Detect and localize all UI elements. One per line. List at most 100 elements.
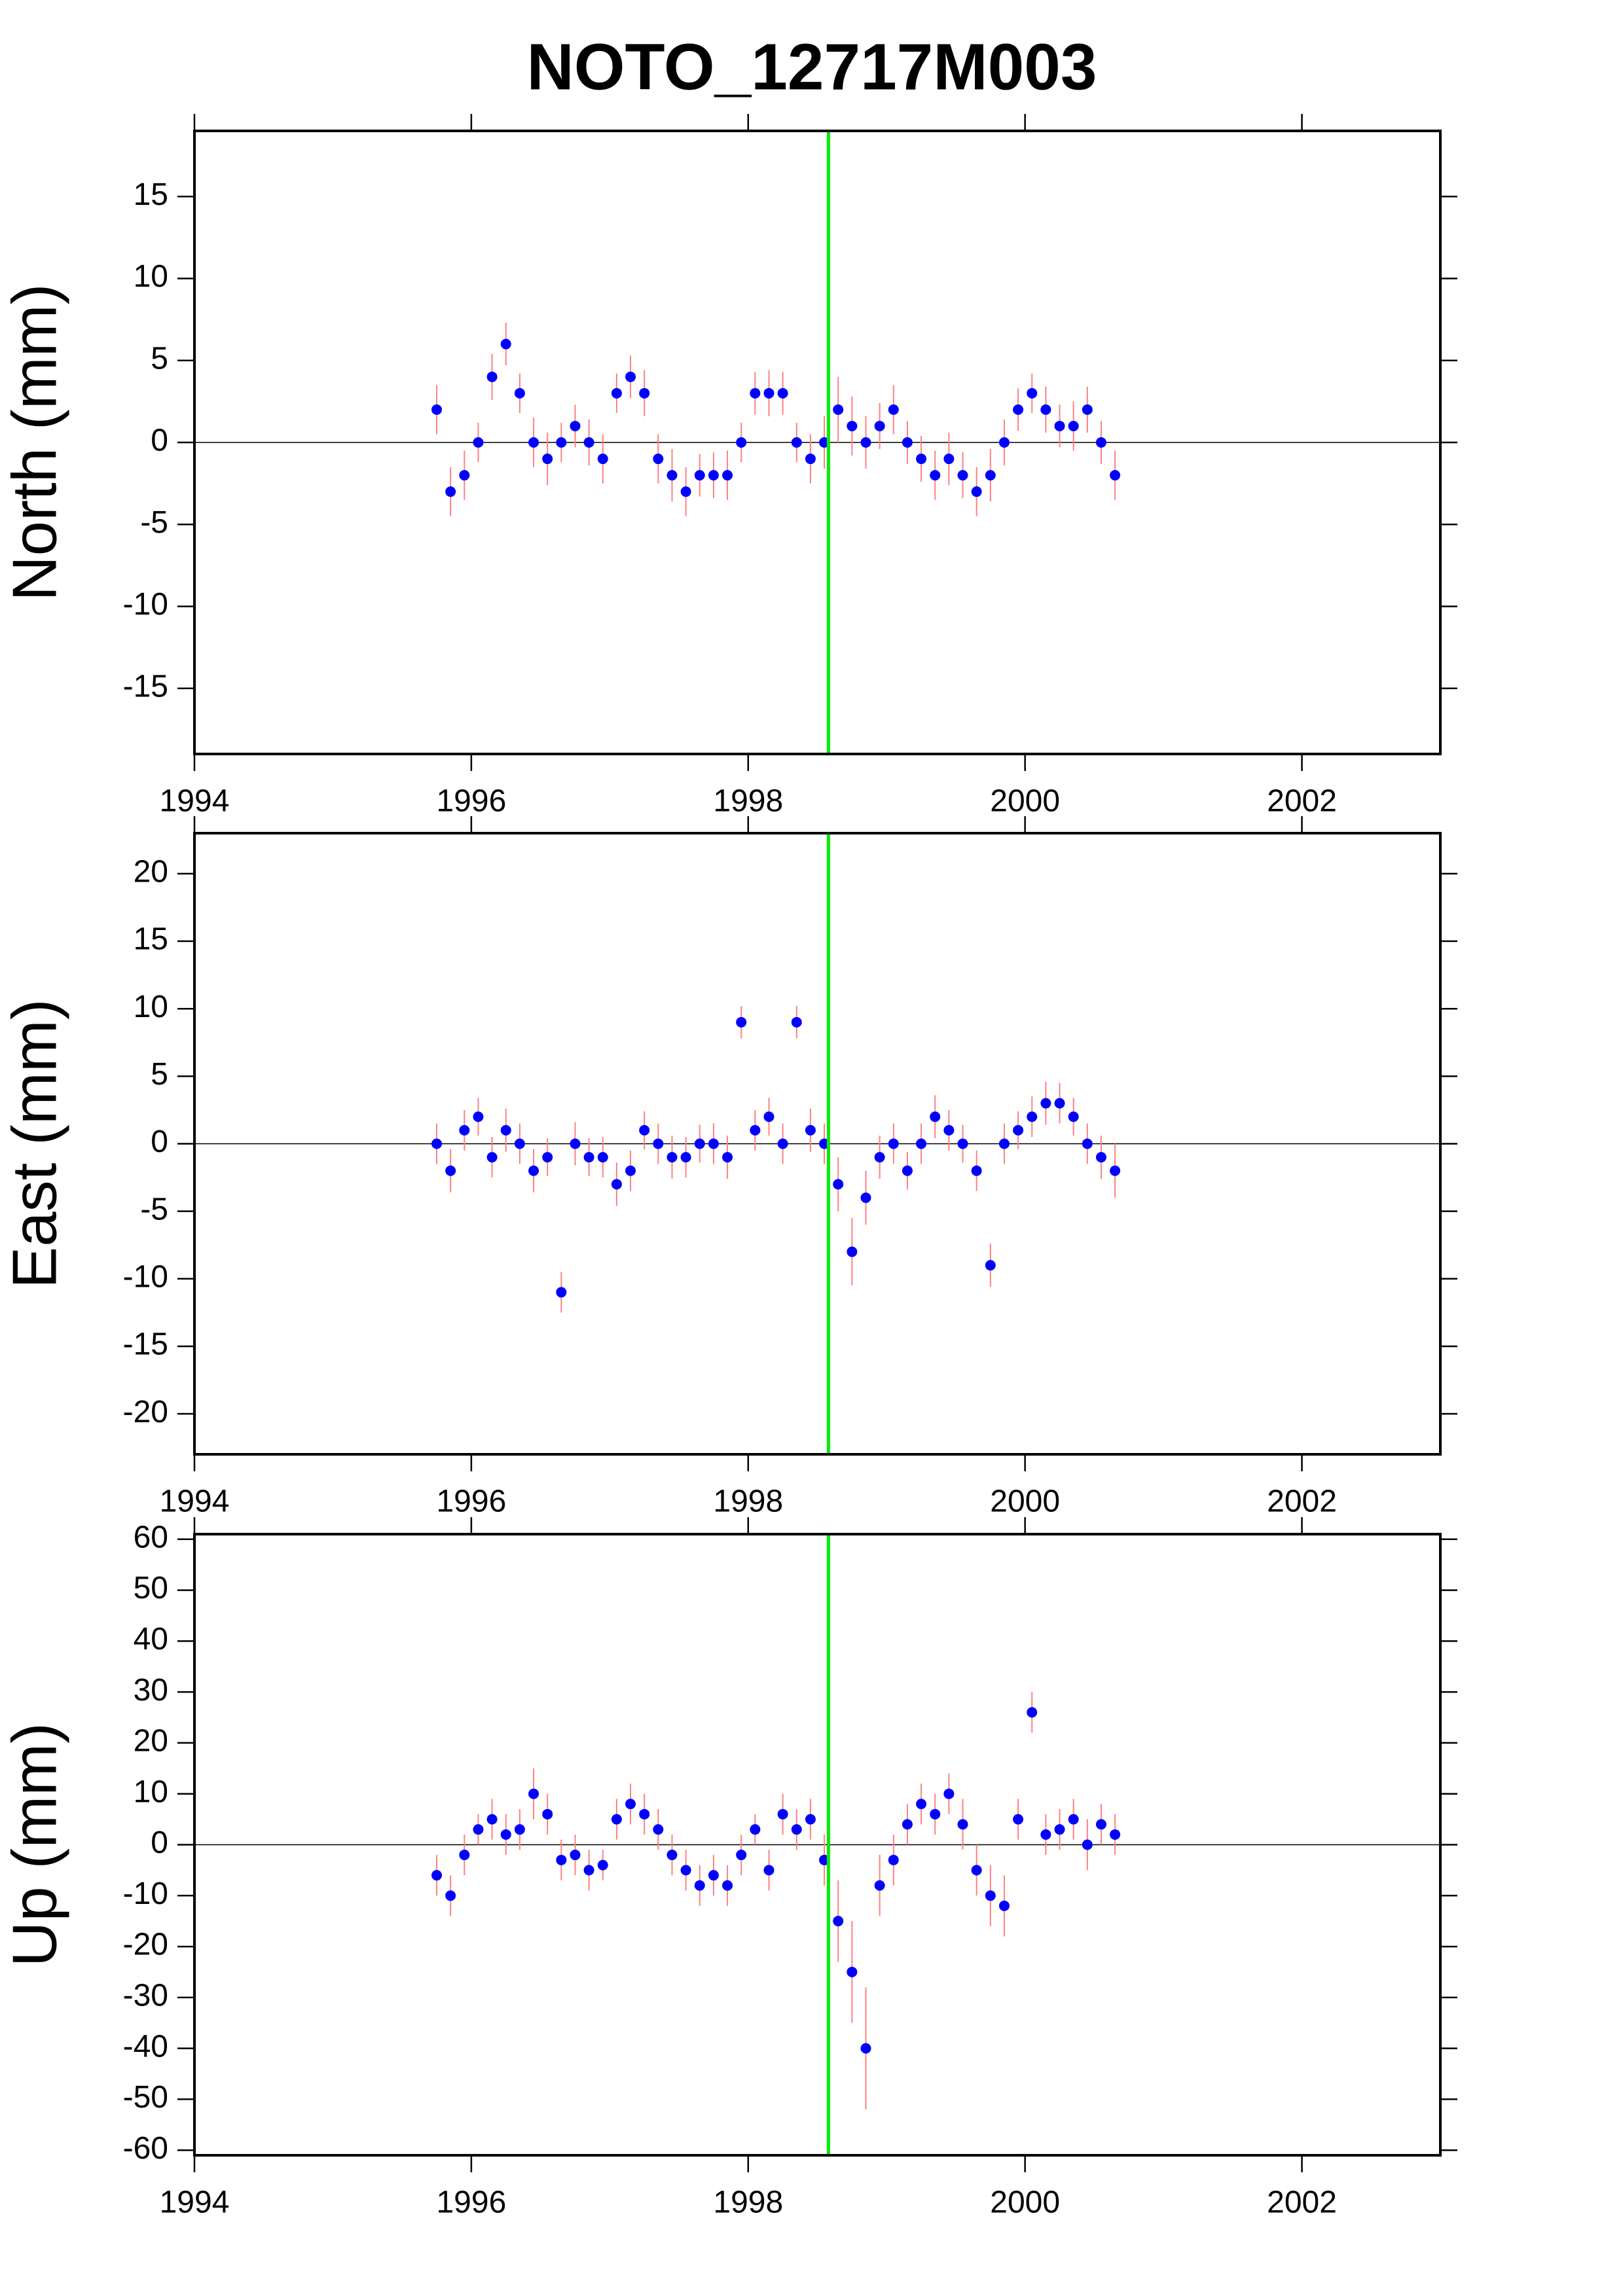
data-point [486, 1814, 498, 1825]
data-point [597, 454, 608, 465]
data-point [750, 1824, 761, 1835]
data-point [722, 1880, 733, 1891]
x-tick-label: 2000 [990, 1484, 1060, 1519]
data-point [556, 1287, 567, 1298]
x-tick-label: 1998 [713, 1484, 783, 1519]
data-point [902, 437, 913, 448]
data-point [473, 437, 484, 448]
data-point [514, 1824, 525, 1835]
data-point [750, 387, 761, 399]
data-point [445, 1165, 456, 1176]
x-tick-label: 1994 [160, 1484, 230, 1519]
x-tick-label: 1996 [436, 784, 506, 819]
data-point [556, 1854, 567, 1865]
data-point [708, 470, 719, 481]
data-point [556, 437, 567, 448]
y-tick-label: -10 [123, 1876, 168, 1911]
data-point [777, 1138, 788, 1149]
data-point [860, 437, 871, 448]
data-point [833, 1179, 844, 1190]
data-point [583, 1152, 594, 1163]
data-point [874, 1152, 885, 1163]
data-point [985, 470, 996, 481]
data-point [514, 387, 525, 399]
x-tick-label: 1998 [713, 784, 783, 819]
data-point [736, 1016, 747, 1028]
data-point [680, 486, 691, 497]
data-point [473, 1824, 484, 1835]
data-point [639, 1808, 650, 1820]
x-tick-label: 2002 [1267, 2185, 1337, 2220]
data-point [763, 1111, 775, 1122]
data-point [916, 1799, 927, 1810]
y-tick-label: -10 [123, 587, 168, 622]
data-point [625, 1799, 636, 1810]
data-point [611, 1179, 622, 1190]
y-axis-label: Up (mm) [0, 1723, 69, 1967]
data-point [791, 1016, 802, 1028]
data-point [431, 1870, 443, 1881]
data-point [1027, 1111, 1038, 1122]
data-point [736, 437, 747, 448]
data-point [1040, 1829, 1051, 1840]
data-point [874, 420, 885, 431]
data-point [763, 387, 775, 399]
data-point [874, 1880, 885, 1891]
y-tick-label: 5 [151, 341, 168, 376]
data-point [722, 1152, 733, 1163]
x-tick-label: 1996 [436, 1484, 506, 1519]
data-point [500, 338, 511, 350]
data-point [916, 1138, 927, 1149]
data-point [445, 1890, 456, 1901]
y-tick-label: -15 [123, 1327, 168, 1362]
y-tick-label: 10 [134, 1774, 168, 1809]
y-tick-label: 50 [134, 1571, 168, 1605]
y-tick-label: -5 [140, 1192, 168, 1227]
data-point [957, 1138, 968, 1149]
y-tick-label: -15 [123, 669, 168, 704]
data-point [639, 387, 650, 399]
data-point [473, 1111, 484, 1122]
data-point [930, 470, 941, 481]
y-tick-label: 40 [134, 1622, 168, 1657]
y-tick-label: 20 [134, 855, 168, 889]
data-point [971, 1865, 982, 1876]
data-point [1110, 470, 1121, 481]
data-point [1027, 1707, 1038, 1718]
data-point [500, 1124, 511, 1136]
data-point [653, 1824, 664, 1835]
data-point [763, 1865, 775, 1876]
data-point [736, 1850, 747, 1861]
data-point [1110, 1165, 1121, 1176]
data-point [1095, 1152, 1106, 1163]
data-point [930, 1111, 941, 1122]
data-point [666, 1850, 678, 1861]
data-point [570, 420, 581, 431]
data-point [1095, 437, 1106, 448]
y-tick-label: -40 [123, 2029, 168, 2064]
data-point [1054, 420, 1065, 431]
data-point [1054, 1824, 1065, 1835]
data-point [486, 1152, 498, 1163]
data-point [528, 437, 539, 448]
data-point [570, 1138, 581, 1149]
data-point [998, 1900, 1010, 1911]
data-point [431, 1138, 443, 1149]
y-tick-label: 60 [134, 1520, 168, 1554]
y-tick-label: -20 [123, 1395, 168, 1429]
y-tick-label: 0 [151, 1825, 168, 1860]
data-point [957, 1819, 968, 1830]
data-point [998, 437, 1010, 448]
data-point [625, 1165, 636, 1176]
data-point [957, 470, 968, 481]
data-point [680, 1865, 691, 1876]
data-point [1054, 1098, 1065, 1109]
data-point [888, 404, 899, 415]
data-point [722, 470, 733, 481]
data-point [597, 1859, 608, 1871]
data-point [833, 404, 844, 415]
data-point [514, 1138, 525, 1149]
data-point [694, 1880, 705, 1891]
data-point [1110, 1829, 1121, 1840]
data-point [653, 1138, 664, 1149]
